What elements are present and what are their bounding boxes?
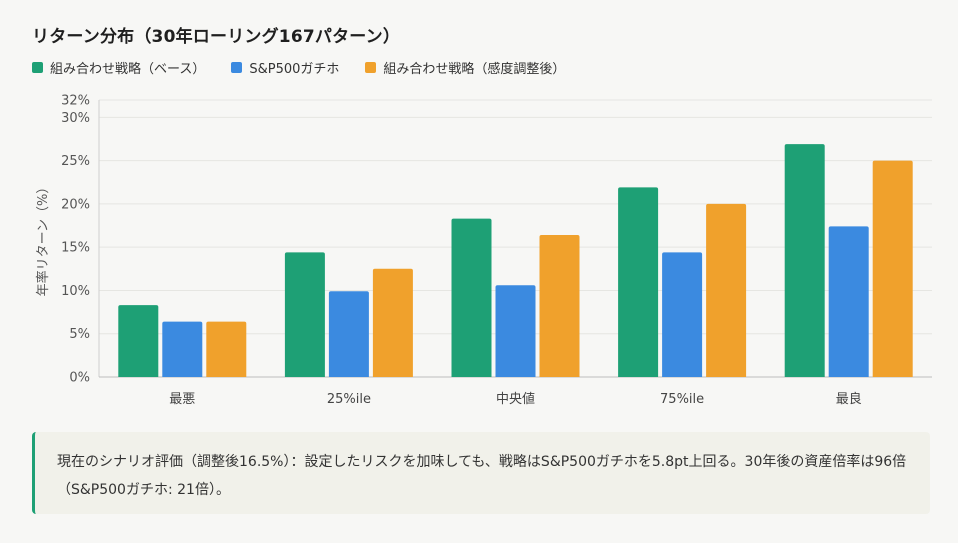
y-tick-label: 15% <box>61 241 90 256</box>
bar-2-2 <box>539 235 580 377</box>
legend-item-base: 組み合わせ戦略（ベース） <box>32 58 205 77</box>
scenario-note: 現在のシナリオ評価（調整後16.5%）：設定したリスクを加味しても、戦略はS&P… <box>32 432 930 514</box>
y-tick-label: 20% <box>61 197 90 212</box>
y-tick-label: 0% <box>69 371 90 386</box>
y-tick-label: 32% <box>61 94 90 109</box>
legend-label-sp500: S&P500ガチホ <box>249 62 340 77</box>
y-tick-label: 25% <box>61 154 90 169</box>
legend-item-adjusted: 組み合わせ戦略（感度調整後） <box>365 58 565 77</box>
bar-0-0 <box>118 305 159 377</box>
y-tick-label: 10% <box>61 284 90 299</box>
x-tick-label: 最良 <box>836 391 862 407</box>
bar-1-3 <box>662 252 703 377</box>
bar-1-4 <box>828 226 869 377</box>
bar-1-1 <box>328 291 369 377</box>
bar-2-0 <box>206 321 247 377</box>
legend-swatch-adjusted <box>365 62 377 73</box>
x-tick-label: 75%ile <box>660 392 704 407</box>
bar-0-3 <box>618 187 659 377</box>
legend-label-base: 組み合わせ戦略（ベース） <box>50 62 206 77</box>
x-tick-label: 最悪 <box>169 392 195 407</box>
bar-2-1 <box>372 268 413 377</box>
x-tick-label: 中央値 <box>496 391 535 407</box>
legend-swatch-sp500 <box>231 62 243 73</box>
legend-item-sp500: S&P500ガチホ <box>231 58 339 77</box>
bar-1-2 <box>495 285 536 377</box>
bar-1-0 <box>162 321 203 377</box>
x-tick-label: 25%ile <box>327 392 371 407</box>
legend-swatch-base <box>32 62 43 73</box>
chart-area: 0% 5% 10% 15% 20% 25% 30% 32% 年率リターン（%） 最悪 25%ile 中… <box>0 88 958 418</box>
bar-0-1 <box>284 252 325 377</box>
chart-title: リターン分布（30年ローリング167パターン） <box>32 27 401 47</box>
bar-2-4 <box>872 160 913 377</box>
bar-chart: 0% 5% 10% 15% 20% 25% 30% 32% 年率リターン（%） 最悪 25%ile 中… <box>35 94 932 407</box>
bar-2-3 <box>706 203 747 377</box>
y-tick-label: 30% <box>61 111 90 126</box>
legend-label-adjusted: 組み合わせ戦略（感度調整後） <box>383 62 566 77</box>
scenario-note-text: 現在のシナリオ評価（調整後16.5%）：設定したリスクを加味しても、戦略はS&P… <box>57 454 907 498</box>
bar-0-2 <box>451 218 492 377</box>
bar-0-4 <box>784 144 825 377</box>
chart-legend: 組み合わせ戦略（ベース） S&P500ガチホ 組み合わせ戦略（感度調整後） <box>32 58 565 77</box>
y-axis-label: 年率リターン（%） <box>35 181 51 297</box>
y-tick-label: 5% <box>69 327 90 342</box>
